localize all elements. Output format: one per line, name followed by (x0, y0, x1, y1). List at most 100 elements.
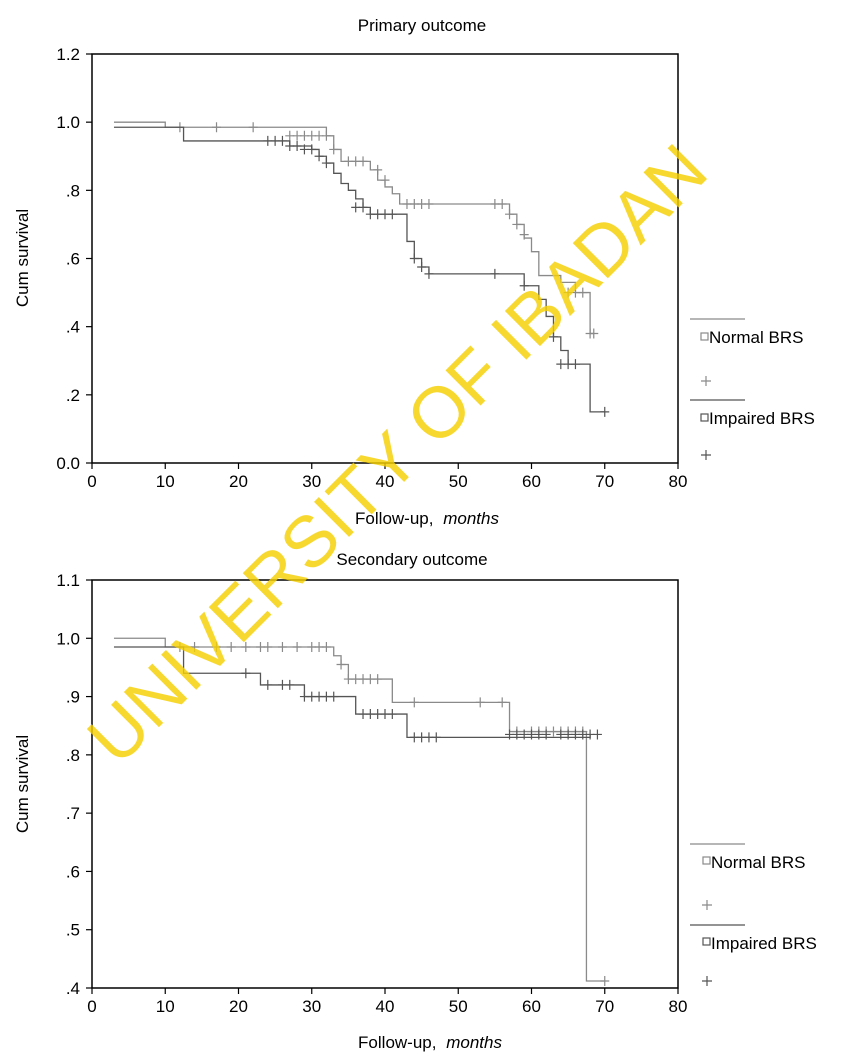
y-tick-label: .4 (66, 979, 80, 998)
censor-mark-normal (373, 164, 383, 175)
censor-mark-normal (589, 328, 599, 339)
censor-mark-normal (380, 175, 390, 186)
y-tick-label: .8 (66, 181, 80, 200)
legend-impaired-label: Impaired BRS (711, 934, 817, 953)
y-tick-label: .6 (66, 250, 80, 269)
y-tick-label: 1.0 (56, 113, 80, 132)
y-axis-label: Cum survival (13, 735, 32, 833)
y-tick-label: 1.2 (56, 45, 80, 64)
censor-mark-impaired (592, 729, 602, 740)
series-layer (113, 637, 610, 987)
censor-mark-normal (241, 642, 251, 653)
legend-impaired-censor-icon (702, 976, 712, 986)
secondary-outcome-panel: Secondary outcome Cum survival Follow-up… (13, 550, 817, 1052)
censor-mark-impaired (409, 253, 419, 264)
legend-impaired-censor-icon (701, 450, 711, 460)
censor-mark-impaired (263, 679, 273, 690)
x-tick-label: 0 (87, 472, 96, 491)
x-axis-label-unit: months (443, 509, 499, 528)
censor-mark-normal (505, 209, 515, 220)
ticks: 0 10 20 30 40 50 60 70 80 0.0 .2 .4 .6 .8 1.0 1.2 (56, 45, 687, 491)
censor-mark-impaired (387, 209, 397, 220)
x-axis-label-unit: months (446, 1033, 502, 1052)
censor-mark-impaired (548, 331, 558, 342)
x-axis-label: Follow-up, months (358, 1033, 502, 1052)
ticks: 0 10 20 30 40 50 60 70 80 .4 .5 .6 .7 .8 .9 1.0 1.1 (56, 571, 687, 1016)
censor-mark-impaired (541, 729, 551, 740)
censor-mark-normal (409, 697, 419, 708)
watermark: UNIVERSITY OF IBADAN (73, 130, 723, 780)
censor-mark-impaired (307, 144, 317, 155)
censor-mark-normal (497, 198, 507, 209)
censor-mark-normal (212, 122, 222, 133)
legend-impaired-label: Impaired BRS (709, 409, 815, 428)
x-tick-label: 70 (595, 472, 614, 491)
x-tick-label: 30 (302, 472, 321, 491)
censor-mark-normal (336, 659, 346, 670)
series-layer (113, 121, 610, 417)
x-tick-label: 20 (229, 472, 248, 491)
x-tick-label: 60 (522, 472, 541, 491)
legend-impaired-swatch (700, 413, 709, 422)
censor-mark-normal (475, 697, 485, 708)
censor-mark-normal (321, 130, 331, 141)
censor-mark-impaired (387, 709, 397, 720)
censor-mark-impaired (314, 151, 324, 162)
legend: Normal BRS Impaired BRS (690, 318, 815, 460)
y-tick-label: 1.1 (56, 571, 80, 590)
legend-normal-label: Normal BRS (709, 328, 803, 347)
y-tick-label: .4 (66, 318, 80, 337)
x-tick-label: 80 (669, 997, 688, 1016)
censor-mark-impaired (424, 268, 434, 279)
x-tick-label: 30 (302, 997, 321, 1016)
legend-normal-censor-icon (701, 376, 711, 386)
y-tick-label: .7 (66, 804, 80, 823)
censor-mark-normal (373, 674, 383, 685)
x-tick-label: 20 (229, 997, 248, 1016)
censor-mark-impaired (417, 262, 427, 273)
censor-mark-normal (512, 219, 522, 230)
censor-mark-normal (226, 642, 236, 653)
y-tick-label: 0.0 (56, 454, 80, 473)
y-tick-label: .8 (66, 746, 80, 765)
y-tick-label: 1.0 (56, 629, 80, 648)
legend-impaired-swatch (702, 937, 711, 946)
x-tick-label: 50 (449, 997, 468, 1016)
chart-title: Secondary outcome (336, 550, 487, 569)
censor-mark-impaired (570, 359, 580, 370)
x-tick-label: 40 (376, 472, 395, 491)
x-tick-label: 80 (669, 472, 688, 491)
x-tick-label: 0 (87, 997, 96, 1016)
censor-mark-normal (424, 198, 434, 209)
censor-mark-impaired (431, 732, 441, 743)
y-tick-label: .6 (66, 862, 80, 881)
censor-mark-normal (190, 642, 200, 653)
censor-mark-impaired (277, 135, 287, 146)
censor-mark-impaired (329, 691, 339, 702)
x-axis-label: Follow-up, months (355, 509, 499, 528)
censor-mark-normal (358, 156, 368, 167)
censor-mark-normal (263, 642, 273, 653)
censor-mark-impaired (600, 406, 610, 417)
y-tick-label: .9 (66, 688, 80, 707)
legend-normal-swatch (702, 856, 711, 865)
x-axis-label-main: Follow-up, (355, 509, 433, 528)
censor-mark-normal (292, 642, 302, 653)
censor-mark-impaired (321, 158, 331, 169)
x-tick-label: 50 (449, 472, 468, 491)
censor-mark-impaired (358, 202, 368, 213)
censor-mark-impaired (519, 280, 529, 291)
x-tick-label: 10 (156, 997, 175, 1016)
x-tick-label: 10 (156, 472, 175, 491)
censor-mark-normal (519, 229, 529, 240)
x-axis-label-main: Follow-up, (358, 1033, 436, 1052)
chart-title: Primary outcome (358, 16, 486, 35)
censor-mark-normal (248, 122, 258, 133)
legend: Normal BRS Impaired BRS (690, 843, 817, 986)
censor-mark-normal (212, 642, 222, 653)
legend-normal-censor-icon (702, 900, 712, 910)
censor-mark-normal (277, 642, 287, 653)
y-axis-label: Cum survival (13, 209, 32, 307)
legend-normal-swatch (700, 332, 709, 341)
x-tick-label: 40 (376, 997, 395, 1016)
